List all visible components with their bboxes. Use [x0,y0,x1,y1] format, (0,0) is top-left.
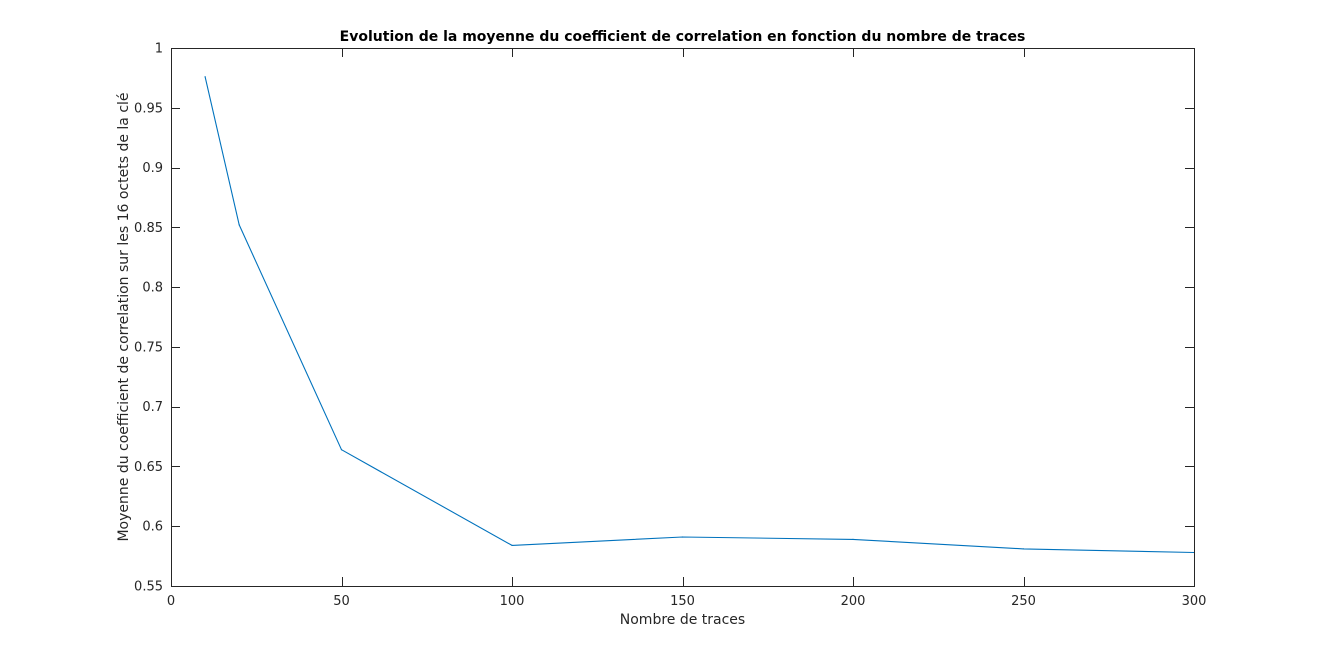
x-tick-label: 50 [333,594,350,609]
series-line [204,76,1195,554]
y-tick-label: 0.95 [134,101,163,116]
data-point [238,224,240,226]
data-point [681,536,684,538]
plot-area [171,48,1194,586]
data-point [340,449,343,451]
x-tick-label: 200 [841,594,866,609]
x-tick-label: 250 [1011,594,1036,609]
data-point [852,538,854,541]
y-tick-label: 0.9 [142,161,163,176]
data-point [204,76,206,78]
y-tick-label: 0.6 [142,520,163,535]
y-tick-label: 0.55 [134,580,163,595]
axes-frame [171,48,1195,587]
x-tick-label: 0 [167,594,175,609]
y-tick-label: 1 [155,42,163,57]
x-tick-label: 100 [500,594,525,609]
x-tick-label: 150 [670,594,695,609]
axis-ticks: 0 50 100 150 200 250 300 0.55 0.6 0.65 0.7 0.75 0.8 0… [134,42,1206,610]
y-tick-label: 0.65 [134,460,163,475]
y-tick-label: 0.85 [134,221,163,236]
data-point [511,544,513,547]
y-tick-label: 0.8 [142,281,163,296]
y-tick-label: 0.7 [142,400,163,415]
data-point [1022,548,1025,550]
x-tick-label: 300 [1182,594,1207,609]
y-tick-label: 0.75 [134,340,163,355]
chart-title: Evolution de la moyenne du coefficient d… [340,29,1026,45]
y-axis-label: Moyenne du coefficient de correlation su… [116,92,132,541]
x-axis-label: Nombre de traces [620,612,745,628]
